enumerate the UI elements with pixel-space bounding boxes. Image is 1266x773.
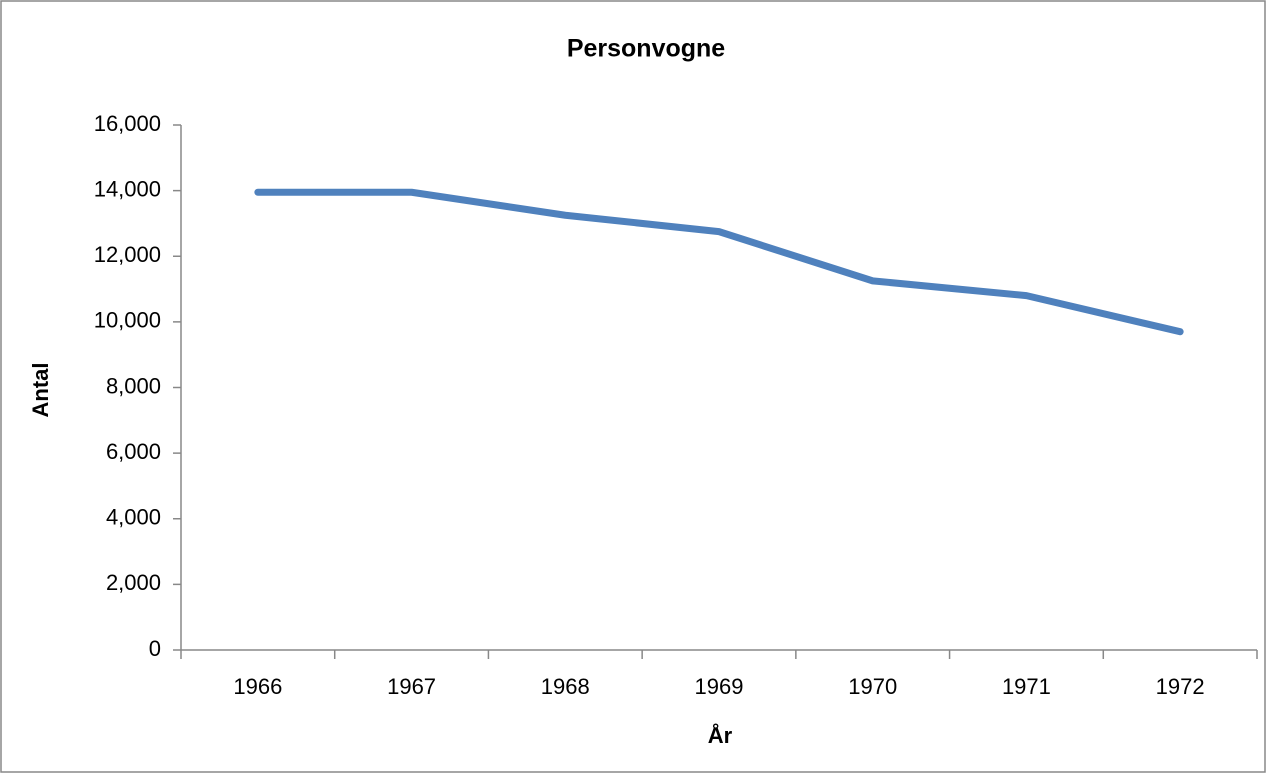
x-tick-label: 1967 bbox=[387, 674, 436, 699]
x-tick-label: 1966 bbox=[233, 674, 282, 699]
chart-title: Personvogne bbox=[567, 35, 725, 63]
data-line bbox=[254, 188, 1184, 336]
y-tick-label: 0 bbox=[149, 636, 161, 661]
x-tick-label: 1969 bbox=[695, 674, 744, 699]
y-tick-label: 8,000 bbox=[106, 373, 161, 398]
x-tick-label: 1972 bbox=[1156, 674, 1205, 699]
y-tick-label: 6,000 bbox=[106, 439, 161, 464]
y-tick-label: 4,000 bbox=[106, 505, 161, 530]
x-tick-label: 1968 bbox=[541, 674, 590, 699]
y-tick-label: 10,000 bbox=[94, 308, 161, 333]
x-tick-label: 1970 bbox=[848, 674, 897, 699]
y-axis-label: Antal bbox=[28, 363, 53, 418]
y-tick-label: 12,000 bbox=[94, 242, 161, 267]
y-tick-label: 2,000 bbox=[106, 570, 161, 595]
y-tick-label: 14,000 bbox=[94, 176, 161, 201]
x-tick-label: 1971 bbox=[1002, 674, 1051, 699]
y-tick-label: 16,000 bbox=[94, 111, 161, 136]
x-axis-label: År bbox=[708, 722, 733, 748]
